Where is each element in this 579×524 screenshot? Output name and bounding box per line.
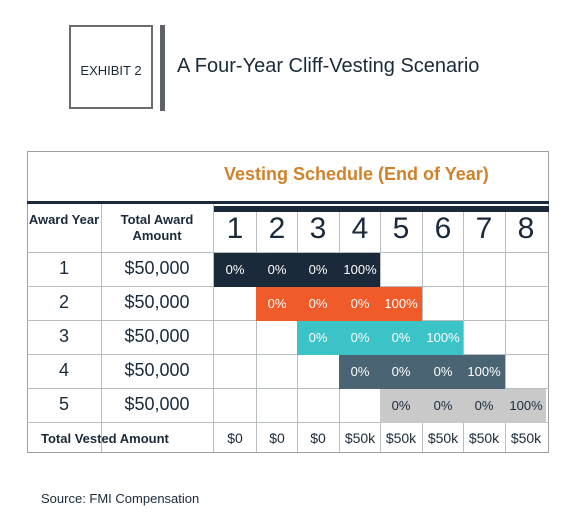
total-vested-value: $50k — [510, 430, 542, 446]
award-amount-cell: $50,000 — [124, 292, 190, 312]
vesting-percent: 0% — [350, 296, 370, 311]
vesting-percent: 0% — [225, 262, 245, 277]
year-number: 1 — [226, 212, 244, 245]
vesting-percent: 100% — [384, 296, 418, 311]
vesting-percent: 100% — [509, 398, 543, 413]
year-number: 7 — [475, 212, 493, 245]
award-year-cell: 1 — [58, 258, 69, 278]
total-vested-value: $0 — [310, 430, 326, 446]
years-rule — [214, 206, 549, 212]
vesting-bar — [297, 321, 463, 355]
award-year-cell: 5 — [58, 394, 69, 414]
award-amount-cell: $50,000 — [124, 258, 190, 278]
vesting-percent: 0% — [474, 398, 494, 413]
exhibit-box: EXHIBIT 2 — [69, 25, 153, 109]
source-note: Source: FMI Compensation — [41, 491, 200, 506]
vesting-percent: 100% — [343, 262, 377, 277]
vesting-percent: 0% — [391, 398, 411, 413]
vesting-schedule-header: Vesting Schedule (End of Year) — [224, 164, 489, 184]
year-number: 4 — [351, 212, 369, 245]
vesting-percent: 100% — [467, 364, 501, 379]
vesting-bar — [339, 355, 505, 389]
year-number: 6 — [434, 212, 452, 245]
grid-vline — [101, 204, 102, 452]
column-header-total-award: Total Award Amount — [120, 212, 194, 243]
exhibit-title: A Four-Year Cliff-Vesting Scenario — [177, 55, 480, 77]
vesting-percent: 0% — [433, 364, 453, 379]
vesting-bar — [256, 287, 422, 321]
vesting-percent: 0% — [350, 330, 370, 345]
vesting-percent: 0% — [391, 364, 411, 379]
vesting-percent: 0% — [267, 262, 287, 277]
grid-vline — [505, 212, 506, 452]
year-number: 3 — [309, 212, 327, 245]
grid-vline — [463, 212, 464, 452]
vesting-percent: 0% — [308, 330, 328, 345]
award-amount-cell: $50,000 — [124, 326, 190, 346]
vesting-percent: 0% — [308, 296, 328, 311]
grid-vline — [256, 212, 257, 452]
award-amount-cell: $50,000 — [124, 360, 190, 380]
vesting-bar — [214, 253, 380, 287]
vesting-percent: 0% — [308, 262, 328, 277]
total-vested-label: Total Vested Amount — [41, 431, 169, 446]
grid-hline — [27, 354, 549, 355]
vesting-table — [27, 151, 549, 453]
grid-hline — [27, 422, 549, 423]
award-amount-cell: $50,000 — [124, 394, 190, 414]
exhibit-label: EXHIBIT 2 — [80, 63, 142, 78]
award-year-cell: 3 — [58, 326, 69, 346]
grid-hline — [27, 252, 549, 253]
total-vested-value: $50k — [344, 430, 376, 446]
exhibit-divider — [160, 25, 165, 111]
total-vested-value: $50k — [427, 430, 459, 446]
award-year-cell: 2 — [58, 292, 69, 312]
grid-hline — [27, 388, 549, 389]
total-vested-value: $50k — [385, 430, 417, 446]
total-vested-value: $50k — [468, 430, 500, 446]
total-vested-value: $0 — [227, 430, 243, 446]
vesting-percent: 0% — [350, 364, 370, 379]
vesting-bar — [380, 389, 546, 423]
header-rule — [27, 201, 549, 204]
award-year-cell: 4 — [58, 360, 69, 380]
vesting-percent: 100% — [426, 330, 460, 345]
column-header-award-year: Award Year — [28, 212, 100, 227]
vesting-percent: 0% — [391, 330, 411, 345]
total-vested-value: $0 — [269, 430, 285, 446]
vesting-percent: 0% — [267, 296, 287, 311]
grid-vline — [213, 204, 214, 452]
vesting-percent: 0% — [433, 398, 453, 413]
year-number: 2 — [268, 212, 286, 245]
year-number: 8 — [517, 212, 535, 245]
year-number: 5 — [392, 212, 410, 245]
